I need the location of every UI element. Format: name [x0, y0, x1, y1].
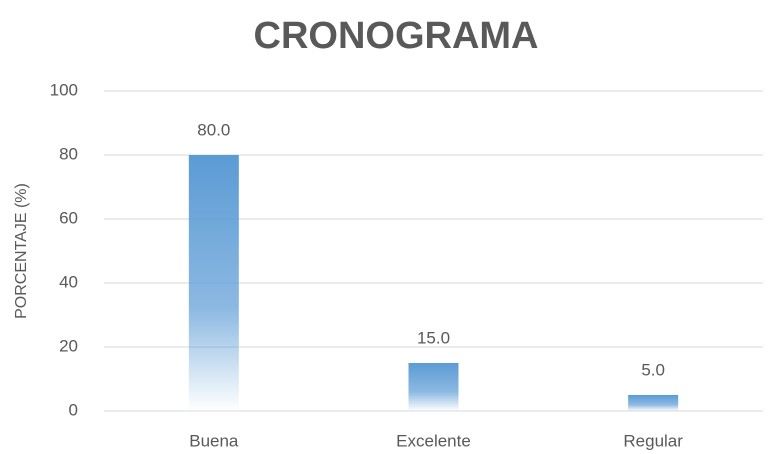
x-tick-label: Regular — [623, 431, 683, 450]
x-tick-label: Buena — [189, 431, 239, 450]
data-label: 80.0 — [197, 120, 230, 139]
y-tick-label: 60 — [59, 208, 78, 227]
y-tick-label: 40 — [59, 272, 78, 291]
bar — [628, 395, 679, 411]
y-tick-label: 80 — [59, 144, 78, 163]
x-tick-label: Excelente — [396, 431, 471, 450]
y-axis-label: PORCENTAJE (%) — [13, 183, 30, 319]
bar — [188, 155, 239, 411]
y-tick-label: 100 — [50, 80, 78, 99]
bar — [408, 363, 459, 411]
data-label: 15.0 — [417, 328, 450, 347]
data-label: 5.0 — [641, 360, 665, 379]
y-tick-label: 0 — [69, 400, 78, 419]
chart-title: CRONOGRAMA — [254, 15, 539, 57]
y-tick-label: 20 — [59, 336, 78, 355]
